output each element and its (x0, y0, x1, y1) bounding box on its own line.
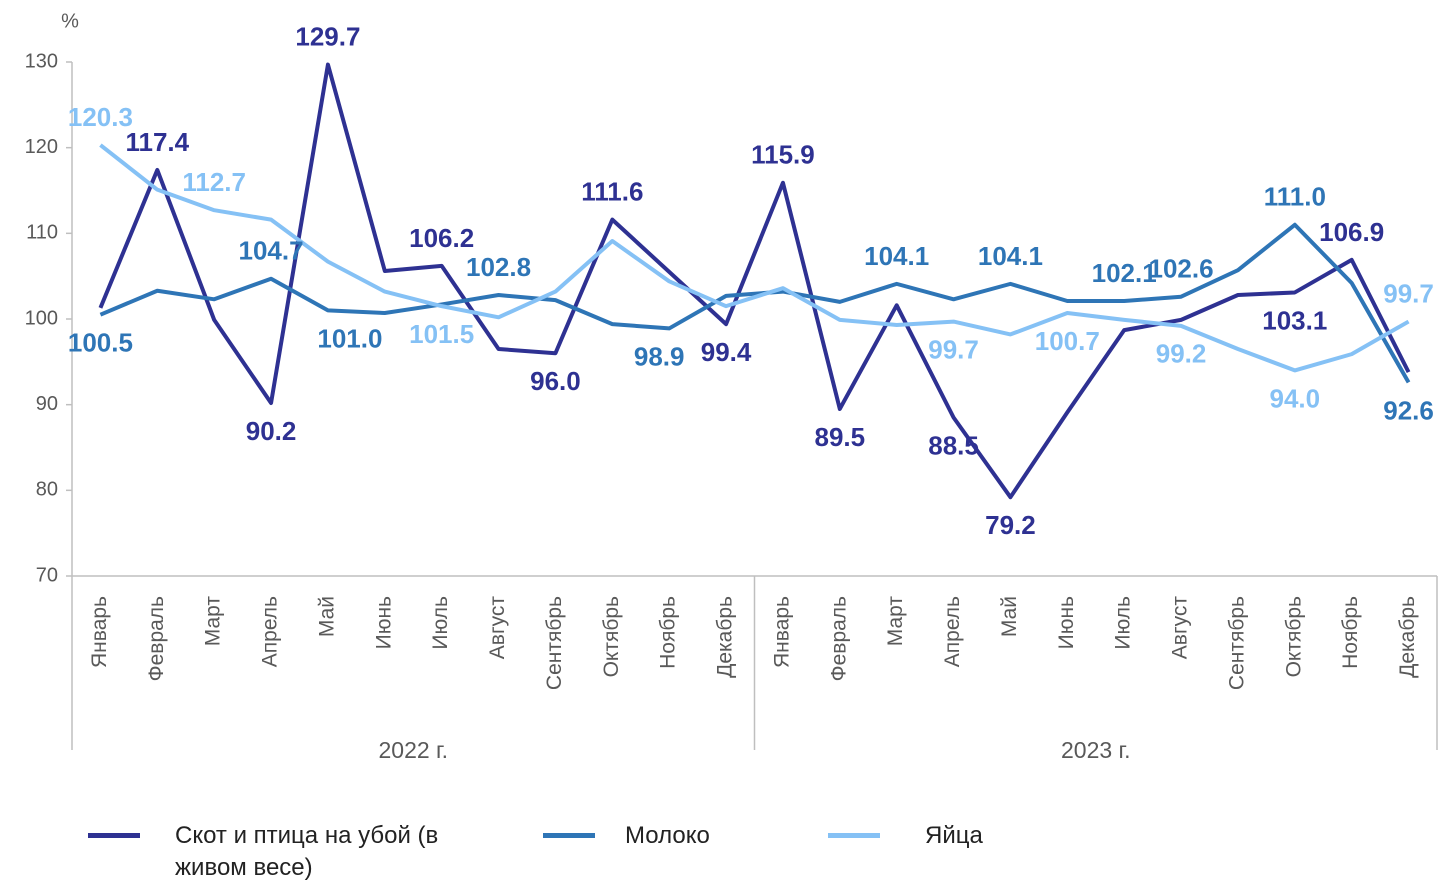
data-label: 104.1 (864, 241, 929, 271)
legend-label: Молоко (625, 822, 710, 849)
data-label: 102.8 (466, 252, 531, 282)
x-tick-label: Ноябрь (657, 596, 680, 669)
x-tick-label: Август (486, 596, 509, 660)
data-label: 120.3 (68, 102, 133, 132)
x-tick-label: Май (315, 596, 338, 637)
x-tick-label: Октябрь (1282, 596, 1305, 677)
data-label: 99.7 (928, 334, 979, 364)
x-tick-label: Июль (1112, 596, 1135, 650)
x-tick-label: Сентябрь (543, 596, 566, 690)
data-label: 111.0 (1264, 182, 1326, 212)
x-tick-label: Апрель (941, 596, 964, 667)
x-tick-label: Сентябрь (1225, 596, 1248, 690)
y-tick-label: 90 (36, 393, 58, 415)
x-tick-label: Март (202, 596, 225, 647)
data-label: 112.7 (182, 167, 246, 197)
y-tick-label: 100 (25, 307, 58, 329)
y-tick-label: 70 (36, 564, 58, 586)
group-label: 2022 г. (378, 737, 448, 763)
data-label: 104.1 (978, 241, 1043, 271)
unit-label: % (61, 10, 79, 32)
data-label: 96.0 (530, 366, 581, 396)
x-tick-label: Октябрь (600, 596, 623, 677)
y-tick-label: 110 (26, 222, 58, 244)
data-label: 106.2 (409, 223, 474, 253)
data-label: 101.0 (317, 323, 382, 353)
x-tick-label: Декабрь (1396, 596, 1419, 678)
x-tick-label: Июль (429, 596, 452, 650)
data-label: 117.4 (125, 127, 189, 157)
series-line (99, 222, 1411, 384)
data-label: 101.5 (409, 319, 474, 349)
x-tick-label: Июнь (1055, 596, 1078, 649)
data-label: 92.6 (1383, 395, 1434, 425)
x-tick-label: Ноябрь (1339, 596, 1362, 669)
data-label: 99.2 (1156, 339, 1207, 369)
data-label: 88.5 (928, 430, 979, 460)
data-label: 90.2 (246, 416, 297, 446)
data-label: 94.0 (1270, 383, 1321, 413)
data-label: 103.1 (1262, 305, 1327, 335)
x-tick-label: Январь (88, 596, 111, 668)
legend-label: Яйца (925, 822, 983, 849)
data-label: 111.6 (581, 177, 643, 207)
data-label: 100.7 (1035, 326, 1100, 356)
x-tick-label: Январь (770, 596, 793, 668)
x-tick-label: Август (1169, 596, 1192, 660)
legend-swatch (543, 833, 595, 838)
data-label: 99.4 (701, 337, 752, 367)
y-tick-label: 130 (25, 50, 58, 72)
data-label: 98.9 (634, 341, 685, 371)
data-label: 102.6 (1149, 254, 1214, 284)
legend-swatch (828, 833, 880, 838)
data-label: 115.9 (751, 140, 815, 170)
series-line (98, 62, 1411, 500)
chart: % 70 80 90 100 110 120 130 Январь Февраль Март Апр… (25, 10, 1438, 763)
x-tick-label: Декабрь (714, 596, 737, 678)
data-label: 106.9 (1319, 217, 1384, 247)
x-tick-label: Апрель (259, 596, 282, 667)
x-tick-label: Февраль (827, 596, 850, 681)
data-label: 79.2 (985, 510, 1036, 540)
x-tick-label: Март (884, 596, 907, 647)
series-line (99, 143, 1410, 373)
data-label: 100.5 (68, 328, 133, 358)
legend-label: Скот и птица на убой (в живом весе) (175, 822, 439, 881)
data-label: 89.5 (815, 422, 866, 452)
x-tick-label: Май (998, 596, 1021, 637)
data-label: 99.7 (1383, 278, 1434, 308)
y-tick-label: 120 (25, 136, 58, 158)
x-tick-label: Февраль (145, 596, 168, 681)
group-label: 2023 г. (1061, 737, 1131, 763)
data-label: 104.7 (239, 236, 304, 266)
x-tick-label: Июнь (372, 596, 395, 649)
legend-swatch (88, 833, 140, 838)
data-label: 129.7 (295, 21, 360, 51)
data-label: 102.1 (1092, 258, 1157, 288)
y-tick-label: 80 (36, 479, 58, 501)
